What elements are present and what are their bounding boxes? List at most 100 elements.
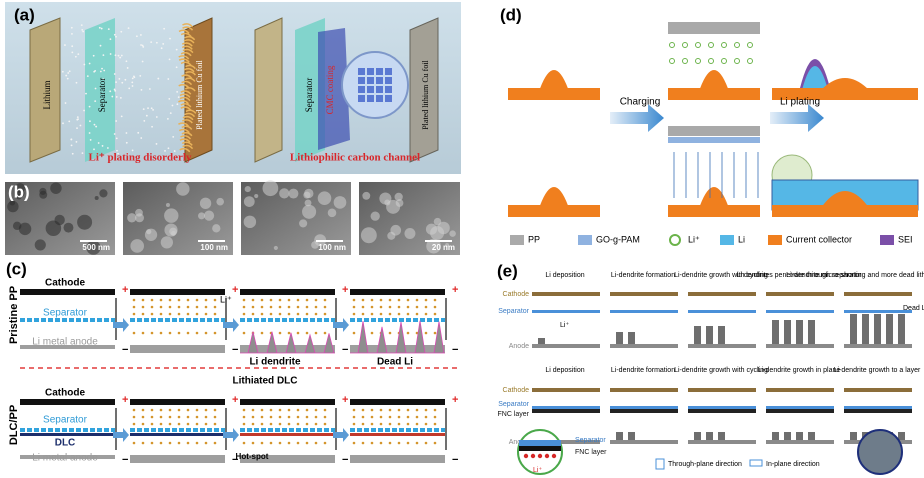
ion — [136, 35, 138, 37]
li-ion — [531, 454, 535, 458]
plus-sign: + — [122, 394, 128, 406]
li-ion — [214, 416, 217, 419]
li-ion — [270, 423, 273, 426]
li-ion — [416, 423, 419, 426]
ion — [93, 55, 95, 57]
anode — [844, 344, 912, 348]
li-ion — [315, 409, 318, 412]
separator — [532, 310, 600, 313]
li-ion — [151, 442, 154, 445]
li-ion — [196, 313, 199, 316]
layer-label: Cathode — [45, 278, 85, 289]
li-ion — [261, 409, 264, 412]
ion — [176, 103, 178, 105]
layer-label: Separator — [304, 78, 314, 112]
step-title: Li-dendrite growth in plane — [758, 367, 841, 374]
li-ion — [288, 332, 291, 335]
legend-swatch — [510, 235, 524, 245]
ion — [90, 139, 92, 141]
li-ion — [434, 423, 437, 426]
li-ion — [133, 313, 136, 316]
texture — [164, 208, 178, 222]
legend-swatch — [670, 235, 680, 245]
minus-sign: − — [342, 454, 348, 466]
ion — [82, 31, 84, 33]
ion — [62, 122, 64, 124]
texture — [274, 246, 278, 250]
li-ion — [434, 332, 437, 335]
li-ion — [425, 442, 428, 445]
panel-e: Li depositionLi-dendrite formationLi-den… — [497, 272, 924, 474]
li-ion — [279, 313, 282, 316]
li-ion — [142, 299, 145, 302]
li-ion — [524, 454, 528, 458]
ion — [82, 152, 84, 154]
li-ion — [178, 332, 181, 335]
li-ion — [748, 43, 753, 48]
texture — [426, 224, 437, 235]
ion — [76, 82, 78, 84]
annotation: Hot-spot — [236, 452, 269, 461]
layer-label: Separator — [43, 415, 88, 426]
li-ion — [160, 313, 163, 316]
texture — [404, 228, 415, 239]
channel — [358, 86, 365, 93]
channel — [385, 95, 392, 102]
dendrite — [850, 432, 857, 440]
ion — [157, 78, 159, 80]
texture — [204, 211, 214, 221]
ion — [170, 112, 172, 114]
step-title: Li deposition — [545, 367, 584, 374]
li-ion — [261, 423, 264, 426]
texture — [127, 213, 136, 222]
ion — [121, 82, 123, 84]
li-ion — [416, 416, 419, 419]
ion — [127, 67, 129, 69]
li-ion — [279, 409, 282, 412]
li-ion — [178, 299, 181, 302]
sem-images: 500 nm100 nm100 nm20 nm — [5, 180, 460, 255]
li-ion — [142, 332, 145, 335]
li-ion — [133, 299, 136, 302]
ion — [87, 75, 89, 77]
legend-swatch — [880, 235, 894, 245]
li-ion — [353, 423, 356, 426]
ion — [116, 96, 118, 98]
ion — [176, 91, 178, 93]
li-ion — [187, 313, 190, 316]
minus-sign: − — [452, 454, 458, 466]
dendrite — [694, 432, 701, 440]
ion — [126, 142, 128, 144]
texture — [50, 183, 61, 194]
ion — [162, 43, 164, 45]
li-ion — [306, 442, 309, 445]
li-ion — [288, 416, 291, 419]
ion — [71, 33, 73, 35]
ion — [156, 116, 158, 118]
layer-label: Separator — [498, 308, 529, 315]
texture — [384, 200, 390, 206]
li-ion — [306, 313, 309, 316]
li-ion — [434, 299, 437, 302]
li-ion — [151, 332, 154, 335]
li-ion — [407, 416, 410, 419]
dlc-layer — [350, 433, 445, 436]
li-ion — [389, 313, 392, 316]
ion — [108, 28, 110, 30]
li-ion — [196, 416, 199, 419]
plus-sign: + — [232, 394, 238, 406]
ion — [64, 44, 66, 46]
separator — [610, 310, 678, 313]
li-ion — [324, 299, 327, 302]
li-ion — [252, 423, 255, 426]
li-ion — [398, 423, 401, 426]
dendrite — [616, 332, 623, 344]
ion — [94, 124, 96, 126]
separator — [844, 310, 912, 313]
texture — [95, 196, 99, 200]
li-ion — [315, 442, 318, 445]
li-ion — [252, 306, 255, 309]
texture — [146, 229, 151, 234]
li-ion — [407, 409, 410, 412]
current-collector — [508, 187, 600, 217]
